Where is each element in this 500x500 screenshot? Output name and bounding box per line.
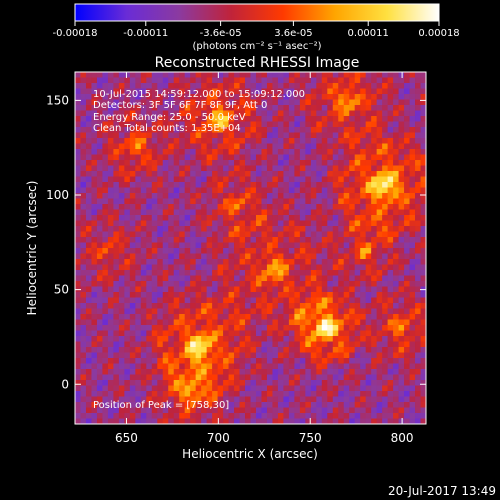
plot-frame (74, 71, 427, 425)
annotation-clean-counts: Clean Total counts: 1.35E+04 (93, 123, 241, 134)
heatmap-image (75, 72, 426, 424)
colorbar-tick-label: -3.6e-05 (200, 28, 242, 39)
colorbar: -0.00018 -0.00011 -3.6e-05 3.6e-05 0.00011 0.… (53, 3, 460, 52)
annotation-energy-range: Energy Range: 25.0 - 50.0 keV (93, 112, 246, 123)
x-tick-label: 650 (115, 431, 138, 445)
colorbar-frame (74, 3, 440, 22)
annotation-peak-position: Position of Peak = [758,30] (93, 400, 229, 411)
x-tick-label: 750 (299, 431, 322, 445)
x-axis: 650 700 750 800 (115, 72, 414, 445)
y-tick-label: 100 (46, 188, 69, 202)
x-axis-label: Heliocentric X (arcsec) (182, 447, 318, 461)
x-tick-label: 700 (207, 431, 230, 445)
colorbar-tick-labels: -0.00018 -0.00011 -3.6e-05 3.6e-05 0.00011 0.… (53, 28, 460, 39)
y-tick-label: 150 (46, 93, 69, 107)
colorbar-unit-label: (photons cm⁻² s⁻¹ asec⁻²) (192, 41, 321, 52)
annotation-time-range: 10-Jul-2015 14:59:12.000 to 15:09:12.000 (93, 89, 305, 100)
colorbar-tick-label: 3.6e-05 (274, 28, 312, 39)
colorbar-tick-label: -0.00018 (53, 28, 98, 39)
y-tick-label: 50 (54, 283, 69, 297)
colorbar-tick-label: -0.00011 (123, 28, 168, 39)
footer-timestamp: 20-Jul-2017 13:49 (388, 484, 496, 498)
annotation-detectors: Detectors: 3F 5F 6F 7F 8F 9F, Att 0 (93, 100, 267, 111)
y-axis-label: Heliocentric Y (arcsec) (25, 181, 39, 316)
chart-title: Reconstructed RHESSI Image (155, 55, 360, 71)
colorbar-tick-label: 0.00011 (348, 28, 389, 39)
x-tick-label: 800 (391, 431, 414, 445)
y-axis: 0 50 100 150 (46, 93, 426, 391)
colorbar-strip (75, 4, 439, 21)
plot-annotations: 10-Jul-2015 14:59:12.000 to 15:09:12.000… (93, 89, 305, 411)
y-tick-label: 0 (61, 377, 69, 391)
colorbar-ticks (74, 21, 440, 26)
colorbar-tick-label: 0.00018 (418, 28, 459, 39)
